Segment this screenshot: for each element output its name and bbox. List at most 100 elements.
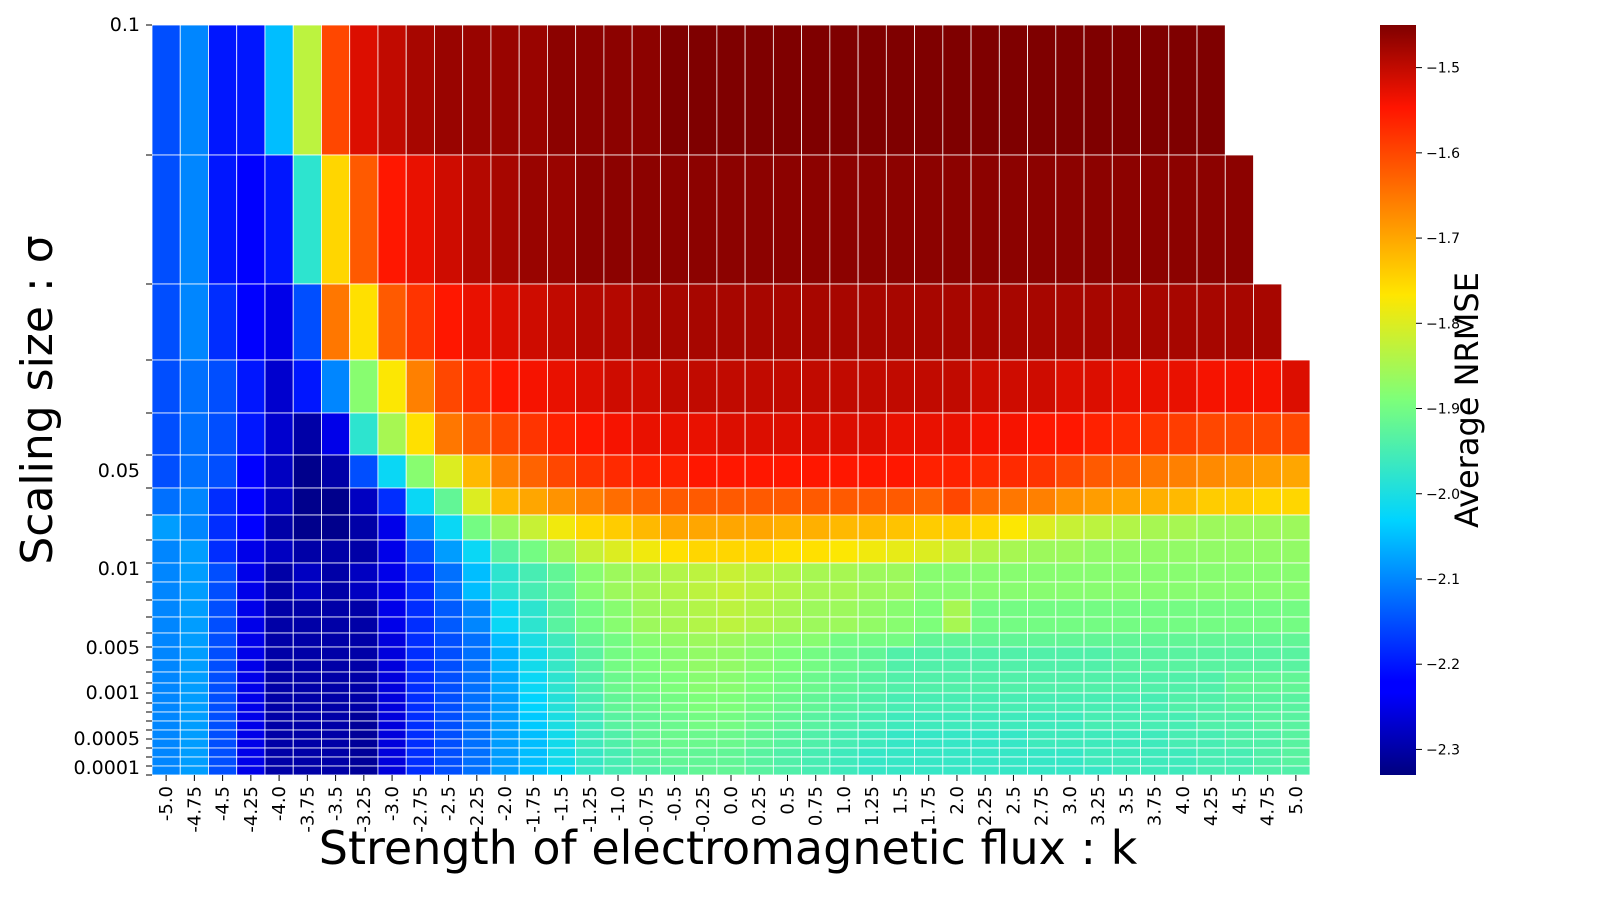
x-tick-label: 4.5 [1229, 786, 1250, 815]
heatmap-cell [575, 756, 605, 767]
heatmap-cell [264, 616, 294, 634]
x-tick-label: -1.75 [523, 786, 544, 833]
heatmap-cell [801, 154, 831, 285]
heatmap-cell [1055, 514, 1085, 541]
heatmap-cell [292, 702, 322, 713]
heatmap-cell [547, 632, 577, 648]
heatmap-cell [970, 756, 1000, 767]
heatmap-cell [603, 692, 633, 704]
heatmap-cell [179, 154, 209, 285]
y-tick-label: 0.1 [110, 14, 140, 36]
heatmap-cell [1224, 487, 1254, 516]
heatmap-cell [547, 359, 577, 414]
heatmap-cell [857, 756, 887, 767]
heatmap-cell [1140, 729, 1170, 740]
heatmap-cell [151, 632, 181, 648]
heatmap-cell [744, 581, 774, 601]
heatmap-cell [772, 692, 803, 704]
heatmap-cell [631, 412, 661, 456]
heatmap-cell [659, 24, 690, 156]
heatmap-cell [829, 454, 859, 489]
heatmap-cell [1140, 562, 1170, 583]
heatmap-cell [970, 682, 1000, 694]
heatmap-cell [1055, 562, 1085, 583]
heatmap-cell [179, 692, 209, 704]
heatmap-cell [179, 711, 209, 722]
heatmap-cell [1224, 702, 1254, 713]
heatmap-cell [208, 412, 238, 456]
heatmap-cell [575, 729, 605, 740]
heatmap-cell [321, 454, 351, 489]
heatmap-cell [716, 487, 746, 516]
heatmap-cell [914, 747, 944, 758]
heatmap-cell [321, 412, 351, 456]
heatmap-cell [885, 671, 915, 684]
heatmap-cell [857, 454, 887, 489]
heatmap-cell [744, 454, 774, 489]
heatmap-cell [998, 711, 1028, 722]
heatmap-cell [1111, 283, 1141, 361]
heatmap-cell [772, 747, 803, 758]
heatmap-cell [349, 756, 379, 767]
heatmap-cell [1083, 659, 1113, 673]
heatmap-cell [1224, 599, 1254, 618]
heatmap-cell [292, 412, 322, 456]
heatmap-cell [942, 702, 972, 713]
heatmap-cell [462, 154, 492, 285]
heatmap-cell [603, 659, 633, 673]
heatmap-cell [829, 671, 859, 684]
heatmap-cell [829, 720, 859, 731]
heatmap-cell [631, 659, 661, 673]
heatmap-cell [1083, 702, 1113, 713]
heatmap-cell [885, 632, 915, 648]
heatmap-cell [1253, 562, 1283, 583]
heatmap-cell [970, 646, 1000, 661]
heatmap-cell [631, 765, 661, 776]
heatmap-cell [1281, 487, 1311, 516]
heatmap-cell [264, 581, 294, 601]
heatmap-cell [179, 454, 209, 489]
heatmap-cell [1140, 454, 1170, 489]
x-tick-label: 0.75 [806, 786, 827, 826]
heatmap-cell [942, 720, 972, 731]
heatmap-cell [151, 646, 181, 661]
heatmap-cell [208, 539, 238, 564]
heatmap-cell [603, 671, 633, 684]
heatmap-cell [998, 729, 1028, 740]
heatmap-cell [1055, 711, 1085, 722]
heatmap-cell [942, 24, 972, 156]
colorbar-label: Average NRMSE [1448, 272, 1486, 528]
heatmap-cell [857, 24, 887, 156]
heatmap-cell [434, 729, 464, 740]
heatmap-cell [151, 682, 181, 694]
heatmap-cell [659, 702, 690, 713]
heatmap-cell [970, 581, 1000, 601]
heatmap-cell [829, 646, 859, 661]
heatmap-cell [1027, 514, 1057, 541]
heatmap-cell [914, 738, 944, 749]
heatmap-cell [688, 616, 718, 634]
heatmap-cell [1140, 756, 1170, 767]
heatmap-cell [264, 154, 294, 285]
heatmap-cell [208, 487, 238, 516]
heatmap-cell [208, 359, 238, 414]
heatmap-cell [829, 738, 859, 749]
heatmap-cell [1168, 24, 1198, 156]
heatmap-cell [490, 692, 520, 704]
heatmap-cell [490, 711, 520, 722]
heatmap-cell [1168, 562, 1198, 583]
heatmap-cell [292, 682, 322, 694]
heatmap-cell [885, 659, 915, 673]
heatmap-cell [631, 747, 661, 758]
heatmap-cell [659, 765, 690, 776]
heatmap-cell [914, 24, 944, 156]
heatmap-cell [1224, 616, 1254, 634]
heatmap-cell [744, 562, 774, 583]
heatmap-cell [716, 24, 746, 156]
colorbar-ticks: −1.5 −1.6 −1.7 −1.8 −1.9 −2.0 −2.1 −2.2 −2.3 [1416, 61, 1460, 758]
heatmap-cell [490, 562, 520, 583]
heatmap-cell [914, 599, 944, 618]
heatmap-cell [179, 720, 209, 731]
heatmap-cell [1140, 359, 1170, 414]
heatmap-cell [1111, 24, 1141, 156]
